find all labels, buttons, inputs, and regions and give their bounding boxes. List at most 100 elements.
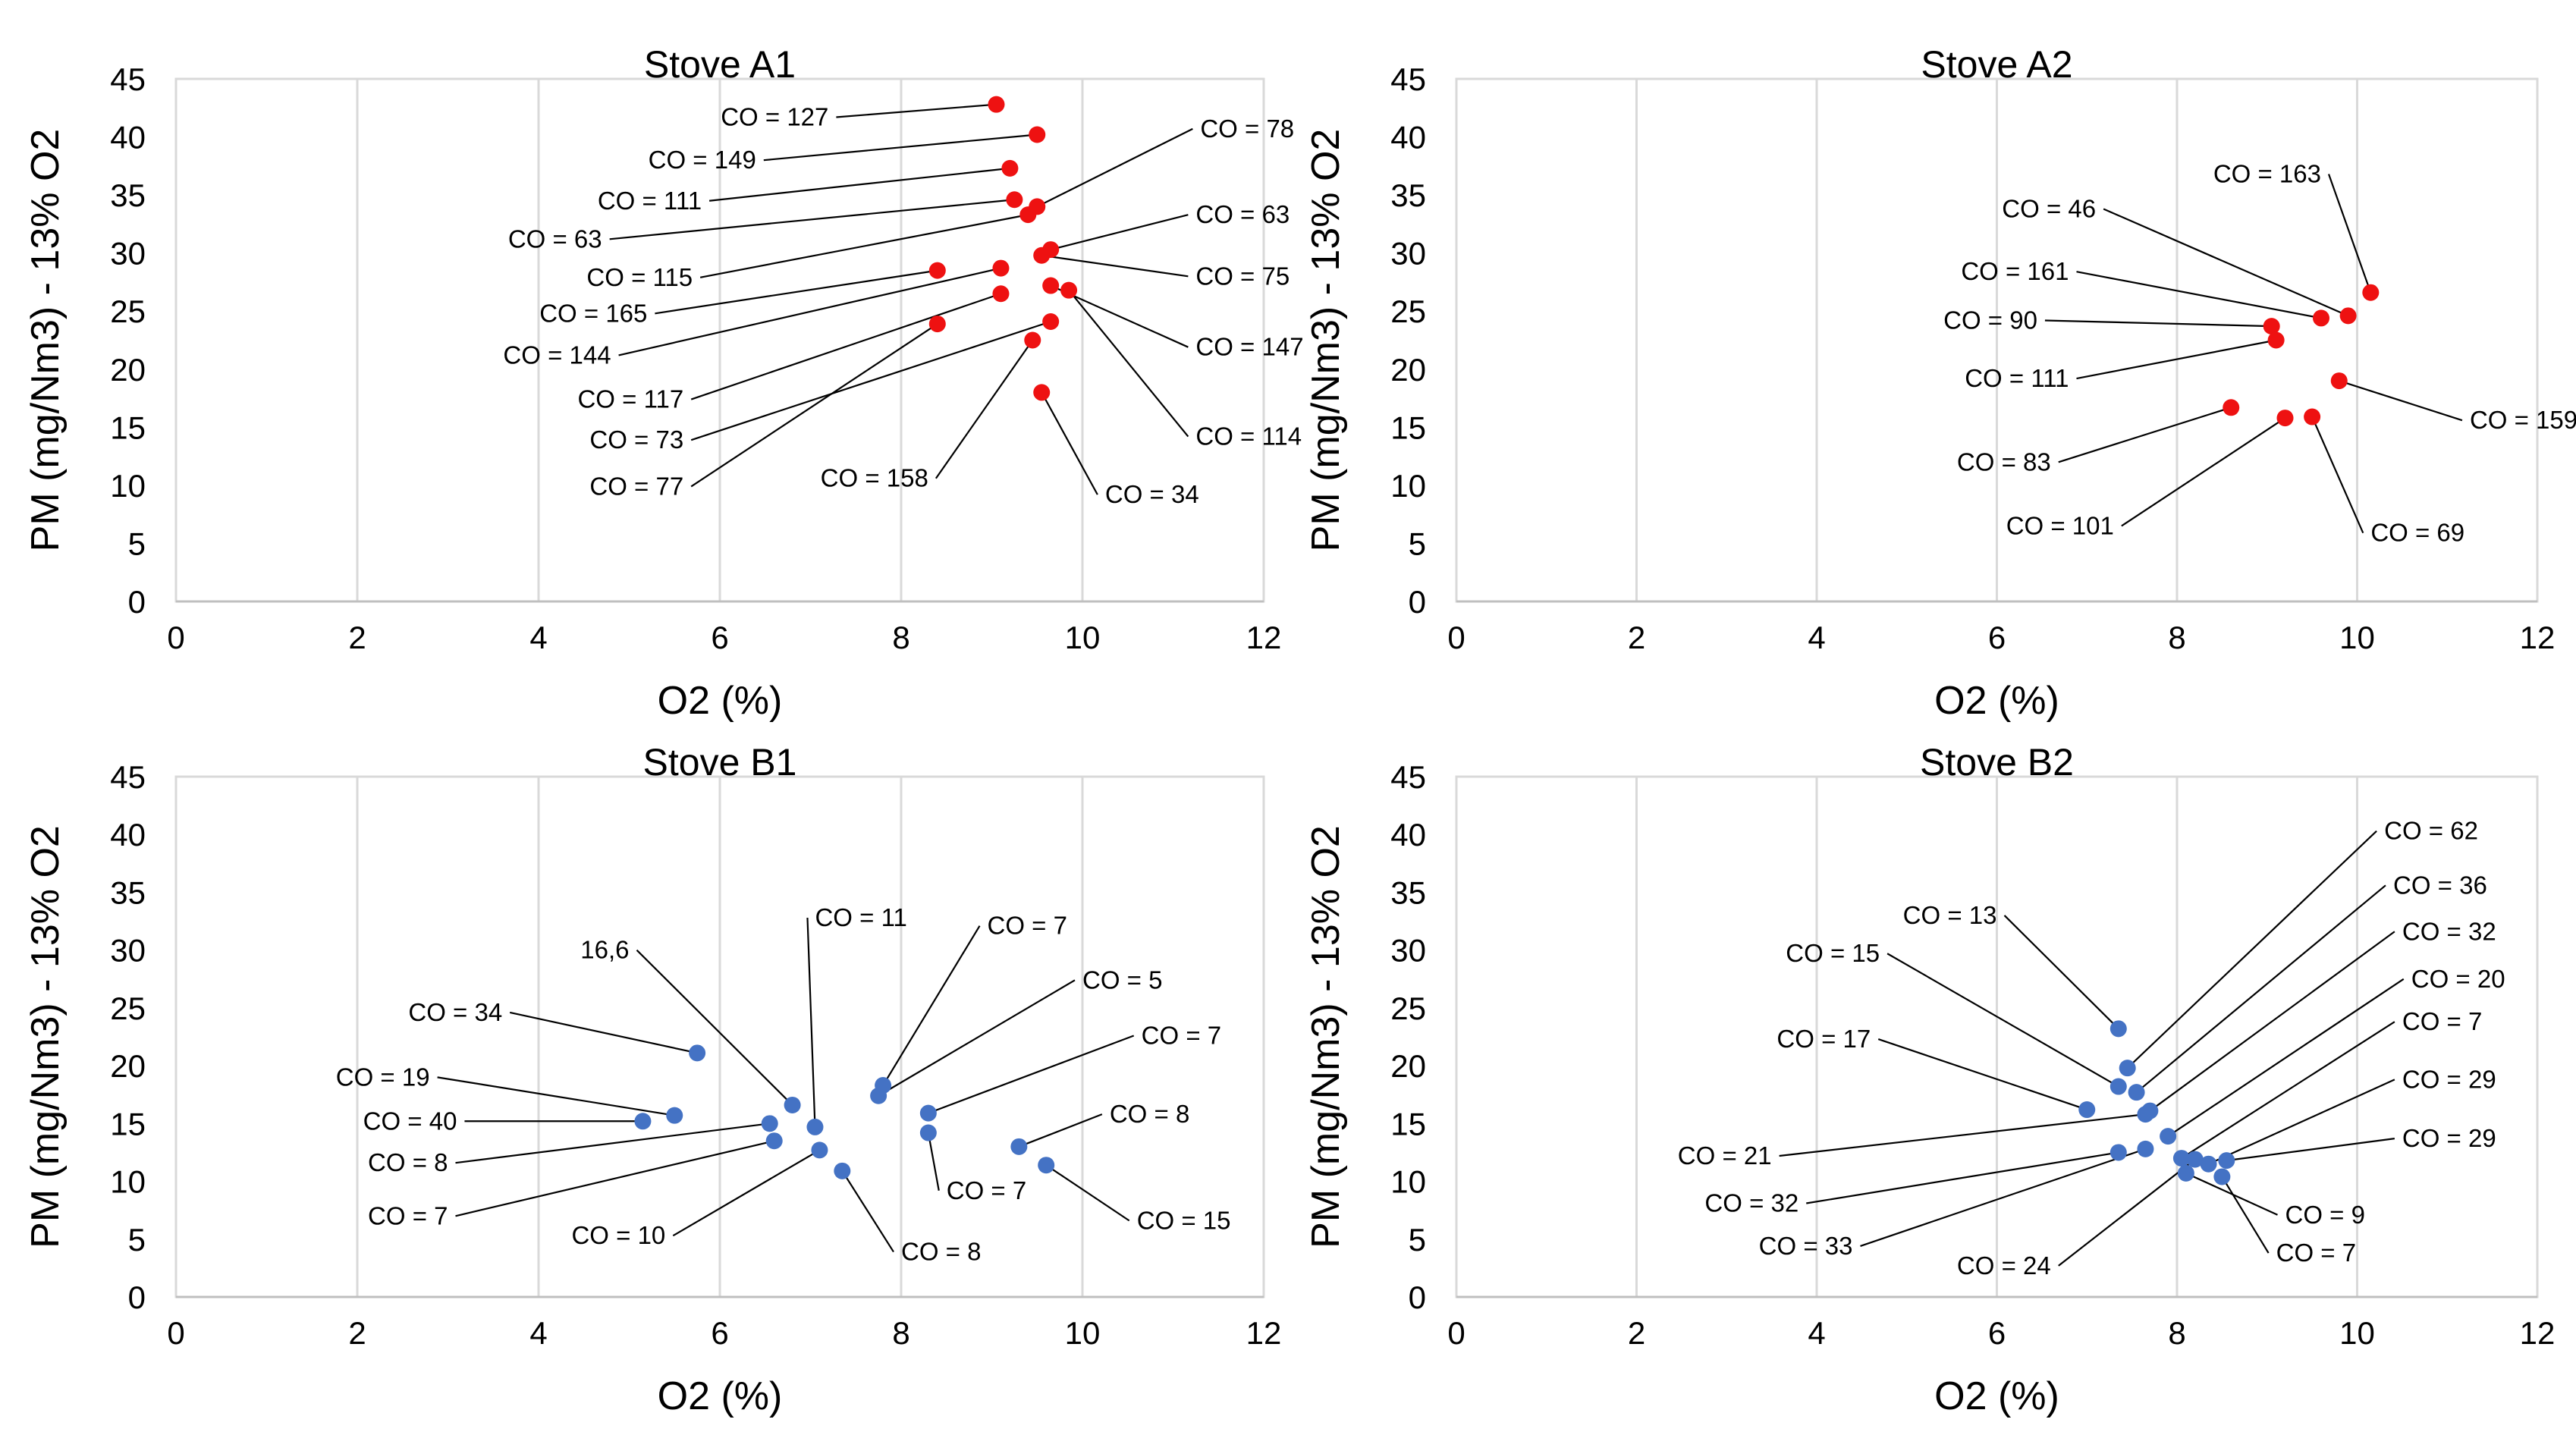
- point-annotation: CO = 161: [1961, 257, 2069, 285]
- point-annotation: CO = 147: [1195, 333, 1303, 361]
- point-annotation: CO = 34: [408, 998, 502, 1026]
- leader-line: [1806, 1151, 2119, 1204]
- x-tick-label: 0: [1447, 1315, 1465, 1351]
- point-annotation: CO = 11: [815, 903, 906, 931]
- point-annotation: CO = 7: [988, 912, 1067, 940]
- data-point: [2109, 1020, 2127, 1038]
- data-point: [1024, 331, 1041, 349]
- data-point: [1019, 206, 1037, 224]
- data-point: [1001, 159, 1019, 177]
- point-annotation: CO = 15: [1137, 1206, 1231, 1234]
- x-axis-title: O2 (%): [658, 1374, 783, 1418]
- point-annotation: CO = 15: [1786, 939, 1880, 967]
- leader-line: [763, 133, 1038, 162]
- point-annotation: CO = 8: [901, 1238, 981, 1266]
- leader-line: [1779, 1113, 2146, 1157]
- point-annotation: CO = 75: [1195, 262, 1290, 290]
- x-tick-label: 6: [711, 1315, 728, 1351]
- chart-stove-a2: 0 2 4 6 8 10 12 0 5 10 15 20 25 30 35 40 45 Stove A2 O2 (%…: [1304, 43, 2576, 723]
- leader-line: [2126, 830, 2377, 1069]
- y-tick-label: 25: [1390, 991, 1426, 1026]
- x-tick-label: 8: [892, 620, 909, 655]
- y-tick-label: 10: [110, 1164, 146, 1200]
- point-annotation: CO = 78: [1200, 115, 1294, 143]
- leader-line: [928, 1035, 1135, 1114]
- data-point: [2109, 1144, 2127, 1161]
- data-point: [666, 1107, 683, 1124]
- point-annotation: CO = 144: [503, 341, 611, 369]
- leader-line: [1068, 289, 1189, 438]
- point-annotation: CO = 117: [577, 385, 683, 413]
- data-point: [765, 1132, 783, 1150]
- y-tick-label: 0: [128, 584, 146, 620]
- point-annotation: CO = 32: [2402, 917, 2496, 945]
- y-tick-label: 45: [1390, 61, 1426, 97]
- y-tick-label: 20: [1390, 1048, 1426, 1084]
- point-annotation: CO = 159: [2470, 406, 2576, 434]
- data-point: [1029, 126, 1046, 143]
- leader-line: [655, 269, 938, 315]
- data-point: [919, 1104, 937, 1122]
- point-annotation: CO = 62: [2384, 817, 2478, 845]
- x-tick-label: 0: [167, 620, 184, 655]
- chart-title: Stove A2: [1921, 43, 2072, 86]
- leader-line: [1860, 1148, 2146, 1247]
- y-tick-label: 5: [1409, 526, 1426, 561]
- data-point: [1006, 191, 1023, 209]
- point-annotation: CO = 46: [2002, 194, 2096, 222]
- point-annotation: CO = 40: [363, 1107, 457, 1135]
- y-tick-label: 15: [1390, 1106, 1426, 1141]
- point-annotation: CO = 29: [2402, 1124, 2496, 1152]
- point-annotation: CO = 17: [1776, 1025, 1871, 1053]
- data-point: [928, 262, 946, 279]
- point-annotation: CO = 7: [368, 1201, 448, 1229]
- point-annotation: CO = 90: [1943, 306, 2037, 334]
- data-point: [1060, 281, 1078, 299]
- leader-line: [618, 267, 1001, 356]
- y-tick-label: 40: [1390, 817, 1426, 853]
- chart-title: Stove B1: [643, 741, 797, 783]
- leader-line: [2044, 319, 2272, 328]
- y-tick-label: 10: [1390, 468, 1426, 504]
- y-tick-label: 0: [1409, 584, 1426, 620]
- data-point: [2137, 1106, 2154, 1123]
- point-annotation: CO = 63: [1195, 200, 1290, 228]
- y-axis-title: PM (mg/Nm3) - 13% O2: [24, 825, 68, 1248]
- leader-line: [2327, 174, 2372, 294]
- x-tick-label: 0: [1447, 620, 1465, 655]
- data-point: [1038, 1157, 1055, 1174]
- y-tick-label: 45: [110, 759, 146, 795]
- point-annotation: CO = 10: [571, 1221, 665, 1249]
- leader-line: [1045, 1164, 1130, 1222]
- point-annotation: CO = 19: [336, 1063, 430, 1091]
- data-point: [2160, 1128, 2177, 1145]
- x-tick-label: 12: [2520, 1315, 2556, 1351]
- point-annotation: CO = 7: [2276, 1239, 2356, 1267]
- data-point: [992, 259, 1010, 277]
- data-point: [2186, 1151, 2204, 1168]
- chart-stove-b1: 0 2 4 6 8 10 12 0 5 10 15 20 25 30 35 40 45 Stove B1 O2 (%…: [24, 741, 1281, 1418]
- data-point: [2267, 331, 2285, 349]
- leader-line: [2003, 915, 2119, 1030]
- y-tick-label: 20: [110, 1048, 146, 1084]
- point-annotation: CO = 63: [508, 225, 602, 253]
- chart-stove-b2: 0 2 4 6 8 10 12 0 5 10 15 20 25 30 35 40 45 Stove B2 O2 (%…: [1304, 741, 2555, 1418]
- y-tick-label: 40: [110, 120, 146, 155]
- x-tick-label: 6: [711, 620, 728, 655]
- point-annotation: CO = 8: [368, 1148, 448, 1176]
- y-tick-label: 25: [1390, 294, 1426, 329]
- leader-line: [927, 1132, 940, 1191]
- data-point: [761, 1115, 778, 1132]
- data-point: [2213, 1168, 2231, 1185]
- data-point: [2137, 1140, 2154, 1157]
- x-tick-label: 2: [348, 620, 366, 655]
- leader-line: [2135, 884, 2386, 1094]
- point-annotation: CO = 33: [1759, 1232, 1853, 1260]
- y-tick-label: 30: [1390, 236, 1426, 272]
- leader-line: [2311, 416, 2364, 534]
- point-annotation: CO = 20: [2411, 965, 2505, 993]
- leader-line: [935, 339, 1034, 479]
- x-tick-label: 2: [1628, 1315, 1645, 1351]
- leader-line: [2121, 417, 2286, 527]
- y-tick-label: 5: [128, 526, 146, 561]
